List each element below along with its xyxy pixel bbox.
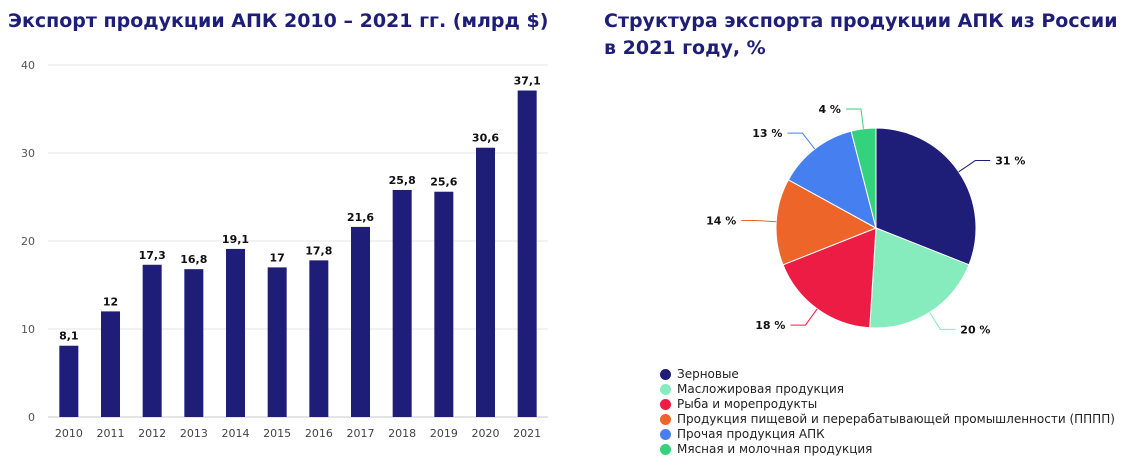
pie-data-label: 13 % <box>752 127 782 140</box>
legend-swatch <box>660 429 671 440</box>
legend-item: Прочая продукция АПК <box>660 427 1115 442</box>
bar-data-label: 8,1 <box>59 330 79 343</box>
y-tick-label: 40 <box>21 59 35 72</box>
bar <box>309 260 329 417</box>
legend-item: Рыба и морепродукты <box>660 397 1115 412</box>
bar-data-label: 17 <box>270 251 285 264</box>
legend-swatch <box>660 384 671 395</box>
bar-chart: 0 10 20 30 40 8,1 2010 12 2011 17,3 2012 16,8 2013 19… <box>21 59 548 440</box>
y-tick-label: 10 <box>21 323 35 336</box>
pie-slice <box>850 127 877 229</box>
bar-data-label: 17,8 <box>305 244 332 257</box>
x-tick-label: 2017 <box>347 427 375 440</box>
x-tick-label: 2018 <box>388 427 416 440</box>
bar <box>226 248 245 417</box>
legend-label: Прочая продукция АПК <box>677 427 825 441</box>
pie-legend: Зерновые Масложировая продукция Рыба и мор… <box>660 367 1115 457</box>
y-tick-label: 0 <box>28 411 35 424</box>
x-tick-label: 2010 <box>55 427 83 440</box>
bar <box>184 269 204 417</box>
legend-label: Мясная и молочная продукция <box>677 442 873 456</box>
bar-data-label: 21,6 <box>347 211 374 224</box>
bar-data-label: 16,8 <box>180 253 207 266</box>
bar <box>517 90 537 418</box>
pie-data-label: 4 % <box>818 103 841 116</box>
bar-data-label: 25,8 <box>389 174 416 187</box>
legend-item: Масложировая продукция <box>660 382 1115 397</box>
bar <box>476 147 495 417</box>
pie-connector <box>787 132 816 150</box>
bar <box>101 311 120 417</box>
x-tick-label: 2011 <box>97 427 125 440</box>
legend-label: Масложировая продукция <box>677 382 844 396</box>
y-tick-label: 30 <box>21 147 35 160</box>
pie-data-label: 31 % <box>995 155 1025 168</box>
pie-connector <box>929 312 956 330</box>
x-tick-label: 2015 <box>263 427 291 440</box>
bar-data-label: 12 <box>103 295 118 308</box>
bar <box>267 267 287 417</box>
legend-label: Продукция пищевой и перерабатывающей про… <box>677 412 1115 426</box>
pie-data-label: 18 % <box>755 319 785 332</box>
legend-label: Зерновые <box>677 367 739 381</box>
pie-data-label: 20 % <box>960 323 990 336</box>
legend-swatch <box>660 399 671 410</box>
x-tick-label: 2013 <box>180 427 208 440</box>
x-tick-label: 2019 <box>430 427 458 440</box>
bar-data-label: 37,1 <box>514 75 541 88</box>
pie-slice <box>775 179 878 266</box>
x-tick-label: 2020 <box>472 427 500 440</box>
legend-swatch <box>660 444 671 455</box>
pie-slice <box>787 130 877 229</box>
pie-chart-title: Структура экспорта продукции АПК из Росс… <box>604 10 1118 59</box>
x-tick-label: 2021 <box>513 427 541 440</box>
legend-item: Зерновые <box>660 367 1115 382</box>
bar <box>434 191 454 417</box>
pie-data-label: 14 % <box>706 214 736 227</box>
legend-item: Мясная и молочная продукция <box>660 442 1115 457</box>
bar-data-label: 19,1 <box>222 233 249 246</box>
pie-connector <box>741 219 777 223</box>
legend-swatch <box>660 414 671 425</box>
x-tick-label: 2016 <box>305 427 333 440</box>
legend-label: Рыба и морепродукты <box>677 397 818 411</box>
bar-data-label: 25,6 <box>430 176 457 189</box>
bar <box>392 189 412 417</box>
bar-chart-title: Экспорт продукции АПК 2010 – 2021 гг. (м… <box>8 10 549 32</box>
bar <box>351 226 370 417</box>
pie-connector <box>845 108 864 129</box>
y-tick-label: 20 <box>21 235 35 248</box>
bar <box>59 345 79 417</box>
pie-connector <box>790 308 818 326</box>
legend-swatch <box>660 369 671 380</box>
x-tick-label: 2014 <box>222 427 250 440</box>
pie-connector <box>958 160 991 173</box>
bar <box>142 264 162 417</box>
bar-data-label: 17,3 <box>139 249 166 262</box>
x-tick-label: 2012 <box>138 427 166 440</box>
bar-data-label: 30,6 <box>472 132 499 145</box>
legend-item: Продукция пищевой и перерабатывающей про… <box>660 412 1115 427</box>
